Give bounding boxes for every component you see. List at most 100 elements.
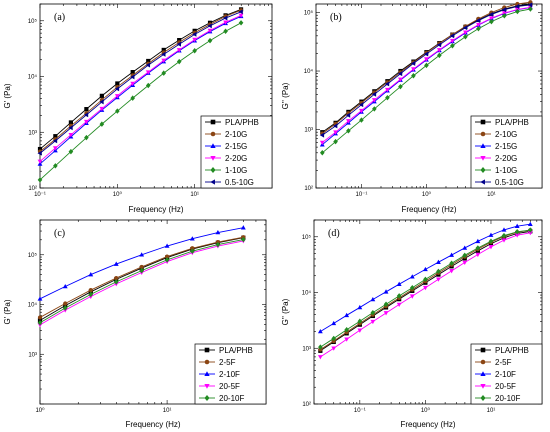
legend-marker (480, 384, 486, 389)
y-tick-label: 10⁴ (304, 68, 314, 75)
data-point (52, 146, 58, 151)
data-point (333, 138, 338, 145)
legend-marker (480, 119, 486, 125)
legend-item-0-5-10g: 0.5-10G (475, 178, 524, 187)
legend-marker (210, 119, 216, 125)
legend-item-2-10f: 2-10F (199, 370, 240, 379)
data-point (37, 320, 43, 326)
y-tick-label: 10² (304, 186, 313, 192)
data-point (130, 70, 135, 75)
series-20-5f (317, 230, 533, 360)
x-axis-title: Frequency (Hz) (128, 205, 183, 214)
data-point (436, 259, 441, 264)
data-point (215, 241, 221, 248)
data-point (114, 275, 119, 281)
data-point (114, 86, 120, 92)
series-2-10f (37, 225, 246, 301)
x-tick-label: 10¹ (163, 408, 172, 414)
data-point (176, 41, 181, 47)
data-point (52, 138, 58, 144)
legend-label: 2-10F (219, 370, 240, 379)
legend-item-0-5-10g: 0.5-10G (205, 178, 254, 187)
data-point (410, 60, 416, 66)
data-point (450, 43, 455, 49)
data-point (449, 260, 454, 266)
legend-item-20-10f: 20-10F (199, 394, 244, 403)
data-point (476, 25, 481, 32)
panel-letter: (a) (54, 12, 65, 23)
series-1-10g (319, 6, 533, 156)
data-point (240, 225, 246, 230)
series-line (320, 230, 531, 352)
data-point (319, 132, 325, 138)
data-point (207, 28, 213, 33)
legend-item-2-15g: 2-15G (205, 142, 247, 151)
data-point (164, 254, 170, 259)
legend-marker (480, 179, 485, 185)
legend-item-2-5f: 2-5F (199, 358, 236, 367)
legend-label: 2-5F (495, 358, 512, 367)
data-point (462, 25, 468, 31)
y-tick-label: 10⁵ (28, 18, 38, 25)
legend-label: 2-15G (495, 142, 517, 151)
data-point (344, 337, 350, 342)
x-tick-label: 10⁰ (422, 191, 432, 198)
legend-box (200, 115, 273, 189)
data-point (53, 163, 58, 169)
data-point (176, 48, 182, 53)
legend-marker (210, 179, 215, 185)
data-point (139, 267, 144, 274)
data-point (409, 274, 415, 279)
data-point (501, 232, 507, 239)
legend-marker (480, 156, 486, 161)
y-tick-label: 10² (28, 186, 37, 192)
legend-label: 0.5-10G (225, 178, 254, 187)
data-point (396, 302, 402, 308)
data-point (84, 134, 89, 141)
series-2-5f (37, 235, 246, 320)
data-point (63, 301, 68, 306)
data-point (384, 81, 390, 87)
data-point (514, 223, 520, 228)
series-2-20g (37, 13, 244, 164)
legend-item-2-10g: 2-10G (205, 130, 247, 139)
data-point (527, 230, 533, 236)
data-point (238, 9, 243, 15)
legend-label: 1-10G (495, 166, 517, 175)
panel-c: 10⁰ 10¹ 10³ 10⁴ 10⁵ Frequency (Hz) G' (Pa) (c) P… (3, 219, 267, 429)
data-point (436, 48, 442, 53)
data-point (83, 112, 89, 118)
y-tick-label: 10⁴ (28, 74, 38, 81)
legend-label: 2-10G (225, 130, 247, 139)
data-point (436, 42, 442, 48)
data-point (488, 11, 494, 17)
legend-item-2-5f: 2-5F (475, 358, 512, 367)
legend: PLA/PHB 2-5F 2-10F 20-5F 20-10F (470, 343, 543, 405)
legend-marker (204, 371, 210, 376)
legend-marker (210, 167, 216, 173)
series-line (39, 237, 244, 321)
data-point (345, 119, 351, 124)
data-point (139, 252, 145, 257)
series-0-5-10g (319, 2, 533, 138)
data-point (161, 58, 167, 63)
data-point (37, 177, 43, 183)
legend-label: 20-10F (219, 394, 244, 403)
data-point (357, 328, 363, 333)
legend-item-pla-phb: PLA/PHB (475, 118, 529, 127)
data-point (462, 252, 468, 259)
data-point (331, 335, 337, 342)
legend-item-20-5f: 20-5F (475, 382, 516, 391)
series-20-10f (318, 227, 533, 350)
data-point (489, 18, 494, 25)
legend-marker (480, 347, 486, 353)
data-point (398, 77, 403, 82)
series-20-10f (37, 236, 246, 326)
panel-b: 10⁻¹ 10⁰ 10¹ 10² 10³ 10⁴ 10⁵ Frequency (Hz) G'' … (281, 0, 543, 214)
data-point (317, 328, 323, 334)
y-tick-label: 10³ (28, 130, 37, 136)
series-line (320, 232, 531, 358)
legend-marker (210, 143, 216, 148)
x-tick-label: 10⁻¹ (356, 192, 368, 198)
